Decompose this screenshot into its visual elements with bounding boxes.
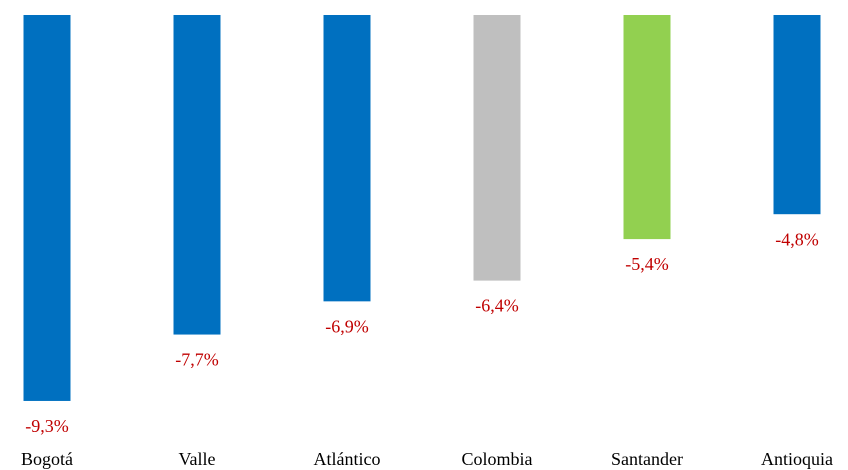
bar: [623, 15, 671, 240]
value-label: -6,9%: [325, 316, 369, 336]
bar: [23, 15, 71, 401]
value-label: -5,4%: [625, 254, 669, 274]
x-tick-label: Bogotá: [21, 449, 73, 469]
value-label: -7,7%: [175, 350, 219, 370]
bar: [173, 15, 221, 335]
bar: [473, 15, 521, 281]
x-tick-label: Atlántico: [314, 449, 381, 469]
bar: [323, 15, 371, 302]
value-label: -9,3%: [25, 416, 69, 436]
x-tick-label: Antioquia: [761, 449, 833, 469]
x-tick-label: Santander: [611, 449, 683, 469]
value-label: -6,4%: [475, 296, 519, 316]
value-label: -4,8%: [775, 229, 819, 249]
x-tick-label: Valle: [179, 449, 216, 469]
x-tick-label: Colombia: [462, 449, 533, 469]
bar: [773, 15, 821, 215]
